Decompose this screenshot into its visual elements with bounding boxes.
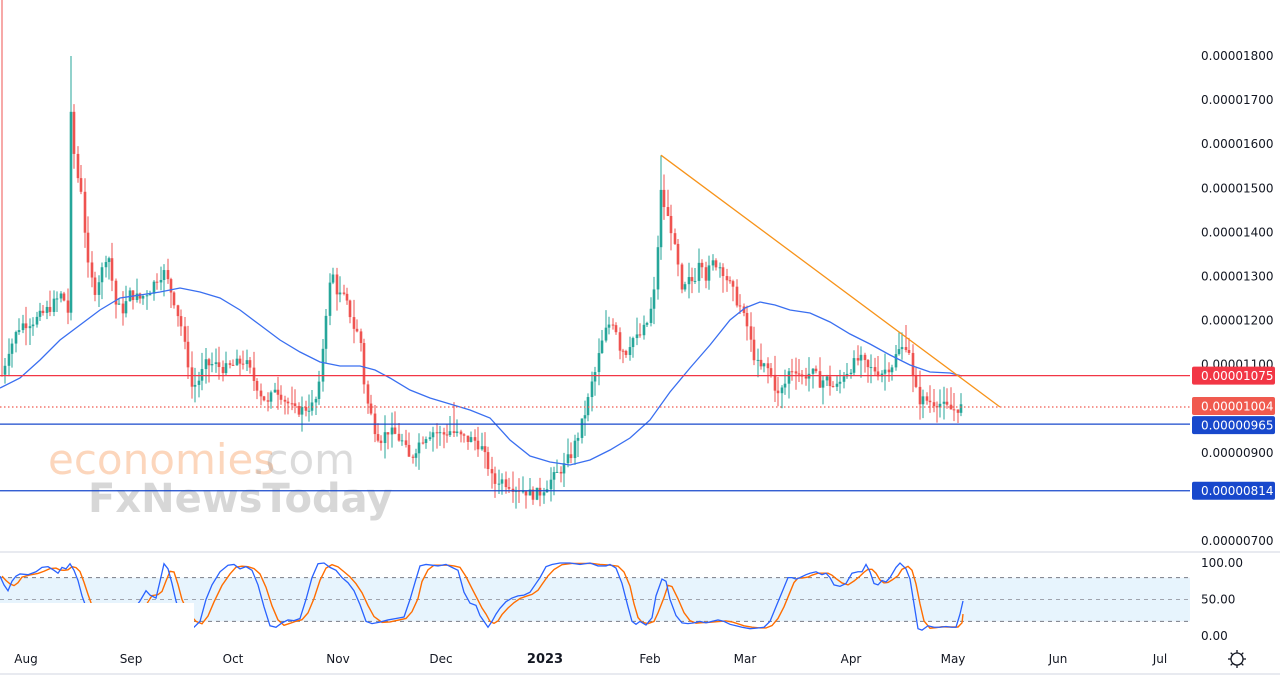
horizontal-levels — [0, 375, 1190, 492]
price-tags: 0.00001075 0.00001004 0.00000965 0.00000814 — [1192, 366, 1275, 500]
price-axis[interactable]: 0.00001800 0.00001700 0.00001600 0.00001500… — [1201, 49, 1274, 548]
trendline[interactable] — [660, 154, 1001, 408]
gear-icon[interactable] — [1228, 650, 1246, 668]
svg-text:0.00000965: 0.00000965 — [1201, 419, 1274, 433]
time-tick-label: Sep — [120, 652, 143, 666]
stochastic-pane[interactable] — [0, 562, 1190, 639]
time-axis[interactable]: Aug Sep Oct Nov Dec 2023 Feb Mar Apr May Jun Jul — [14, 652, 1167, 667]
time-tick-label: Mar — [734, 652, 757, 666]
watermark-logo: economies .com FxNewsToday — [48, 435, 392, 522]
price-tick-label: 0.00000900 — [1201, 446, 1274, 460]
price-tick-label: 0.00001500 — [1201, 181, 1274, 195]
oscillator-axis[interactable]: 100.00 50.00 0.00 — [1201, 556, 1243, 643]
last-price-price-tag: 0.00001004 — [1192, 396, 1275, 415]
price-pane[interactable] — [0, 0, 963, 510]
watermark-fxnewstoday: FxNewsToday — [88, 476, 392, 522]
price-tick-label: 0.00001600 — [1201, 137, 1274, 151]
price-tick-label: 0.00001400 — [1201, 225, 1274, 239]
watermark-dotcom: .com — [252, 435, 355, 484]
price-tick-label: 0.00001200 — [1201, 314, 1274, 328]
svg-text:0.00001075: 0.00001075 — [1201, 369, 1274, 383]
time-tick-label: 2023 — [527, 652, 563, 667]
descending-trendline[interactable] — [660, 154, 1001, 408]
time-tick-label: Feb — [639, 652, 660, 666]
time-tick-label: Apr — [841, 652, 862, 666]
support-2-price-tag: 0.00000814 — [1192, 481, 1275, 500]
svg-text:0.00001004: 0.00001004 — [1201, 399, 1274, 413]
watermark-economies: economies — [48, 435, 275, 484]
stoch-k-line — [0, 562, 964, 631]
oscillator-tick-label: 100.00 — [1201, 556, 1243, 570]
resistance-price-tag: 0.00001075 — [1192, 366, 1275, 385]
time-tick-label: Jun — [1048, 652, 1068, 666]
stoch-d-line — [1, 562, 964, 629]
time-tick-label: Jul — [1152, 652, 1167, 666]
time-tick-label: Aug — [14, 652, 37, 666]
price-tick-label: 0.00000700 — [1201, 534, 1274, 548]
time-tick-label: Oct — [223, 652, 244, 666]
time-tick-label: May — [941, 652, 966, 666]
moving-average-line — [0, 287, 963, 466]
overlay-mask — [0, 603, 194, 639]
svg-text:0.00000814: 0.00000814 — [1201, 484, 1274, 498]
price-tick-label: 0.00001800 — [1201, 49, 1274, 63]
time-tick-label: Dec — [429, 652, 452, 666]
price-tick-label: 0.00001700 — [1201, 93, 1274, 107]
support-1-price-tag: 0.00000965 — [1192, 416, 1275, 435]
price-tick-label: 0.00001300 — [1201, 269, 1274, 283]
oscillator-tick-label: 0.00 — [1201, 629, 1228, 643]
oscillator-tick-label: 50.00 — [1201, 593, 1235, 607]
candles — [1, 0, 963, 509]
time-tick-label: Nov — [326, 652, 349, 666]
